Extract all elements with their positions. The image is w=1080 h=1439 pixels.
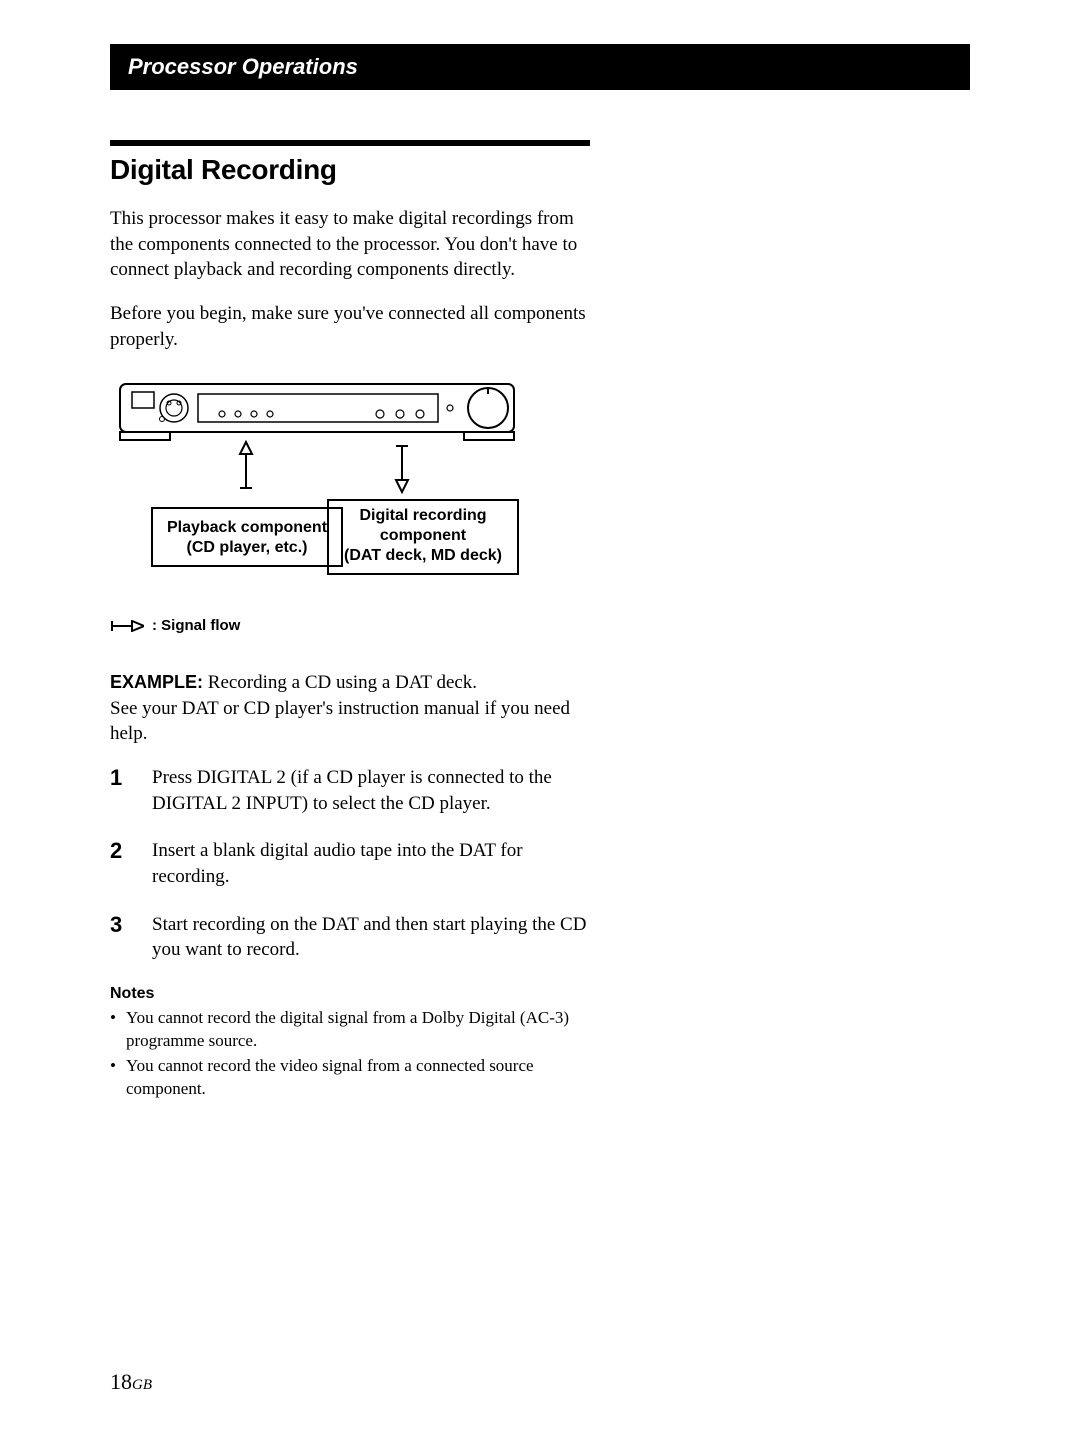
step-text: Press DIGITAL 2 (if a CD player is conne… [152,767,552,814]
page-number-suffix: GB [132,1377,152,1393]
recording-label-1: Digital recording [359,507,486,524]
diagram-svg: Playback component (CD player, etc.) Dig… [110,370,524,600]
note-item: You cannot record the video signal from … [110,1055,590,1101]
step-number: 3 [110,910,122,940]
page-title: Digital Recording [110,154,590,186]
section-header-bar: Processor Operations [110,44,970,90]
note-item: You cannot record the digital signal fro… [110,1007,590,1053]
section-header-title: Processor Operations [128,54,358,79]
intro-block: This processor makes it easy to make dig… [110,206,590,352]
page-number-value: 18 [110,1369,132,1394]
down-arrow-icon [396,446,408,492]
notes-list: You cannot record the digital signal fro… [110,1007,590,1101]
steps-list: 1 Press DIGITAL 2 (if a CD player is con… [110,765,590,963]
intro-paragraph-1: This processor makes it easy to make dig… [110,206,590,283]
signal-flow-legend: : Signal flow [110,617,590,634]
step-number: 2 [110,836,122,866]
signal-flow-arrow-icon [110,620,144,632]
step-item: 2 Insert a blank digital audio tape into… [110,838,590,889]
step-number: 1 [110,763,122,793]
connection-diagram: Playback component (CD player, etc.) Dig… [110,370,590,605]
example-block: EXAMPLE: Recording a CD using a DAT deck… [110,670,590,747]
playback-label-1: Playback component [167,519,328,536]
intro-paragraph-2: Before you begin, make sure you've conne… [110,301,590,352]
example-sub: See your DAT or CD player's instruction … [110,698,570,745]
example-label: EXAMPLE: [110,672,203,692]
playback-label-2: (CD player, etc.) [187,539,308,556]
step-item: 3 Start recording on the DAT and then st… [110,912,590,963]
recording-label-2: component [380,527,467,544]
step-text: Insert a blank digital audio tape into t… [152,840,523,887]
title-rule [110,140,590,146]
example-headline: Recording a CD using a DAT deck. [203,672,477,693]
up-arrow-icon [240,442,252,488]
page-number: 18GB [110,1369,152,1395]
step-item: 1 Press DIGITAL 2 (if a CD player is con… [110,765,590,816]
notes-heading: Notes [110,985,590,1003]
recording-label-3: (DAT deck, MD deck) [344,547,502,564]
step-text: Start recording on the DAT and then star… [152,914,586,961]
signal-flow-label: : Signal flow [152,617,240,634]
